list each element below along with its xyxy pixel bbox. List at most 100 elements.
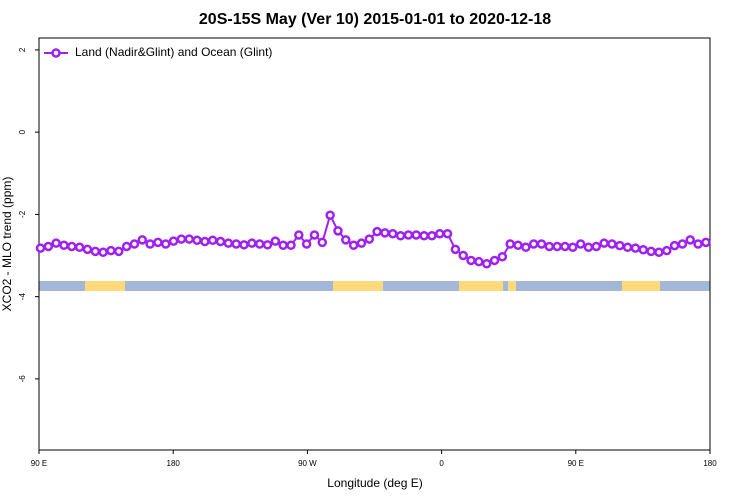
y-tick-label: 2: [18, 47, 27, 52]
data-point: [270, 236, 281, 246]
data-point: [403, 230, 414, 240]
data-point: [528, 239, 539, 249]
data-point: [348, 240, 359, 250]
data-point: [317, 237, 328, 248]
data-point: [129, 239, 140, 249]
data-point: [121, 241, 132, 252]
data-point: [231, 239, 241, 249]
data-point: [74, 242, 85, 253]
data-point: [568, 242, 578, 253]
data-point: [168, 236, 179, 246]
data-point: [82, 244, 93, 255]
legend-label: Land (Nadir&Glint) and Ocean (Glint): [75, 45, 272, 59]
data-point: [434, 228, 445, 239]
data-point: [278, 240, 288, 250]
data-point: [677, 239, 688, 249]
y-tick-label: -6: [18, 375, 27, 383]
data-point: [98, 247, 108, 257]
data-point: [693, 239, 703, 249]
data-point: [395, 231, 406, 241]
x-axis-label: Longitude (deg E): [327, 476, 422, 490]
data-point: [254, 239, 265, 249]
data-point: [583, 242, 594, 253]
chart-title: 20S-15S May (Ver 10) 2015-01-01 to 2020-…: [199, 11, 551, 28]
data-point: [513, 240, 523, 250]
data-point: [51, 238, 61, 248]
data-point: [458, 250, 468, 261]
data-point: [239, 240, 249, 250]
data-point: [427, 231, 437, 241]
data-point: [669, 240, 680, 251]
data-point: [630, 243, 641, 253]
data-point: [622, 242, 633, 253]
y-tick-label: 0: [18, 129, 27, 134]
data-point: [43, 241, 54, 252]
data-point: [35, 243, 46, 253]
data-point: [184, 234, 194, 244]
data-point: [325, 210, 335, 220]
y-tick-label: -2: [18, 210, 27, 218]
data-point: [59, 240, 69, 250]
data-point: [615, 240, 625, 251]
data-point: [145, 239, 155, 249]
data-point: [380, 228, 390, 238]
surface-strip: [39, 281, 710, 291]
data-point: [575, 239, 586, 249]
data-point: [489, 255, 500, 266]
data-point: [419, 231, 429, 241]
data-point: [662, 245, 672, 256]
data-point: [356, 238, 367, 248]
y-axis-label: XCO2 - MLO trend (ppm): [0, 177, 14, 312]
data-point: [137, 235, 148, 245]
data-point: [505, 239, 515, 249]
data-point: [301, 239, 312, 249]
data-point: [67, 241, 77, 252]
x-tick-label: 90 E: [568, 459, 584, 468]
data-point: [262, 240, 273, 250]
data-point: [372, 226, 382, 237]
legend-marker: [51, 48, 61, 58]
data-point: [411, 230, 422, 240]
y-tick-label: -4: [18, 293, 27, 301]
data-point: [114, 246, 124, 257]
data-point: [701, 237, 711, 248]
data-point: [341, 235, 351, 245]
data-point: [106, 245, 116, 256]
data-point: [442, 228, 453, 239]
data-point: [521, 242, 531, 253]
data-point: [286, 240, 296, 250]
data-point: [560, 241, 570, 252]
data-point: [160, 239, 171, 249]
data-point: [450, 244, 461, 255]
data-point: [474, 256, 484, 267]
data-point: [599, 238, 609, 248]
data-point: [388, 228, 398, 239]
data-point: [215, 236, 226, 247]
x-tick-label: 180: [167, 459, 181, 468]
data-point: [607, 239, 617, 249]
data-point: [192, 235, 202, 246]
data-point: [591, 241, 602, 252]
data-point: [90, 246, 101, 257]
x-tick-label: 90 W: [298, 459, 317, 468]
x-tick-label: 90 E: [31, 459, 47, 468]
data-point: [481, 258, 492, 269]
data-point: [552, 241, 562, 252]
x-tick-label: 0: [439, 459, 444, 468]
data-point: [654, 247, 664, 257]
data-point: [176, 234, 187, 244]
data-point: [247, 238, 257, 248]
data-point: [223, 238, 234, 248]
data-point: [294, 230, 304, 240]
data-point: [544, 241, 555, 252]
data-point: [466, 255, 476, 266]
data-point: [536, 239, 547, 249]
data-point: [497, 251, 508, 262]
x-tick-label: 180: [703, 459, 717, 468]
data-point: [153, 237, 163, 248]
data-point: [638, 245, 649, 255]
data-point: [685, 235, 695, 245]
data-point: [333, 226, 343, 236]
data-point: [207, 235, 218, 246]
